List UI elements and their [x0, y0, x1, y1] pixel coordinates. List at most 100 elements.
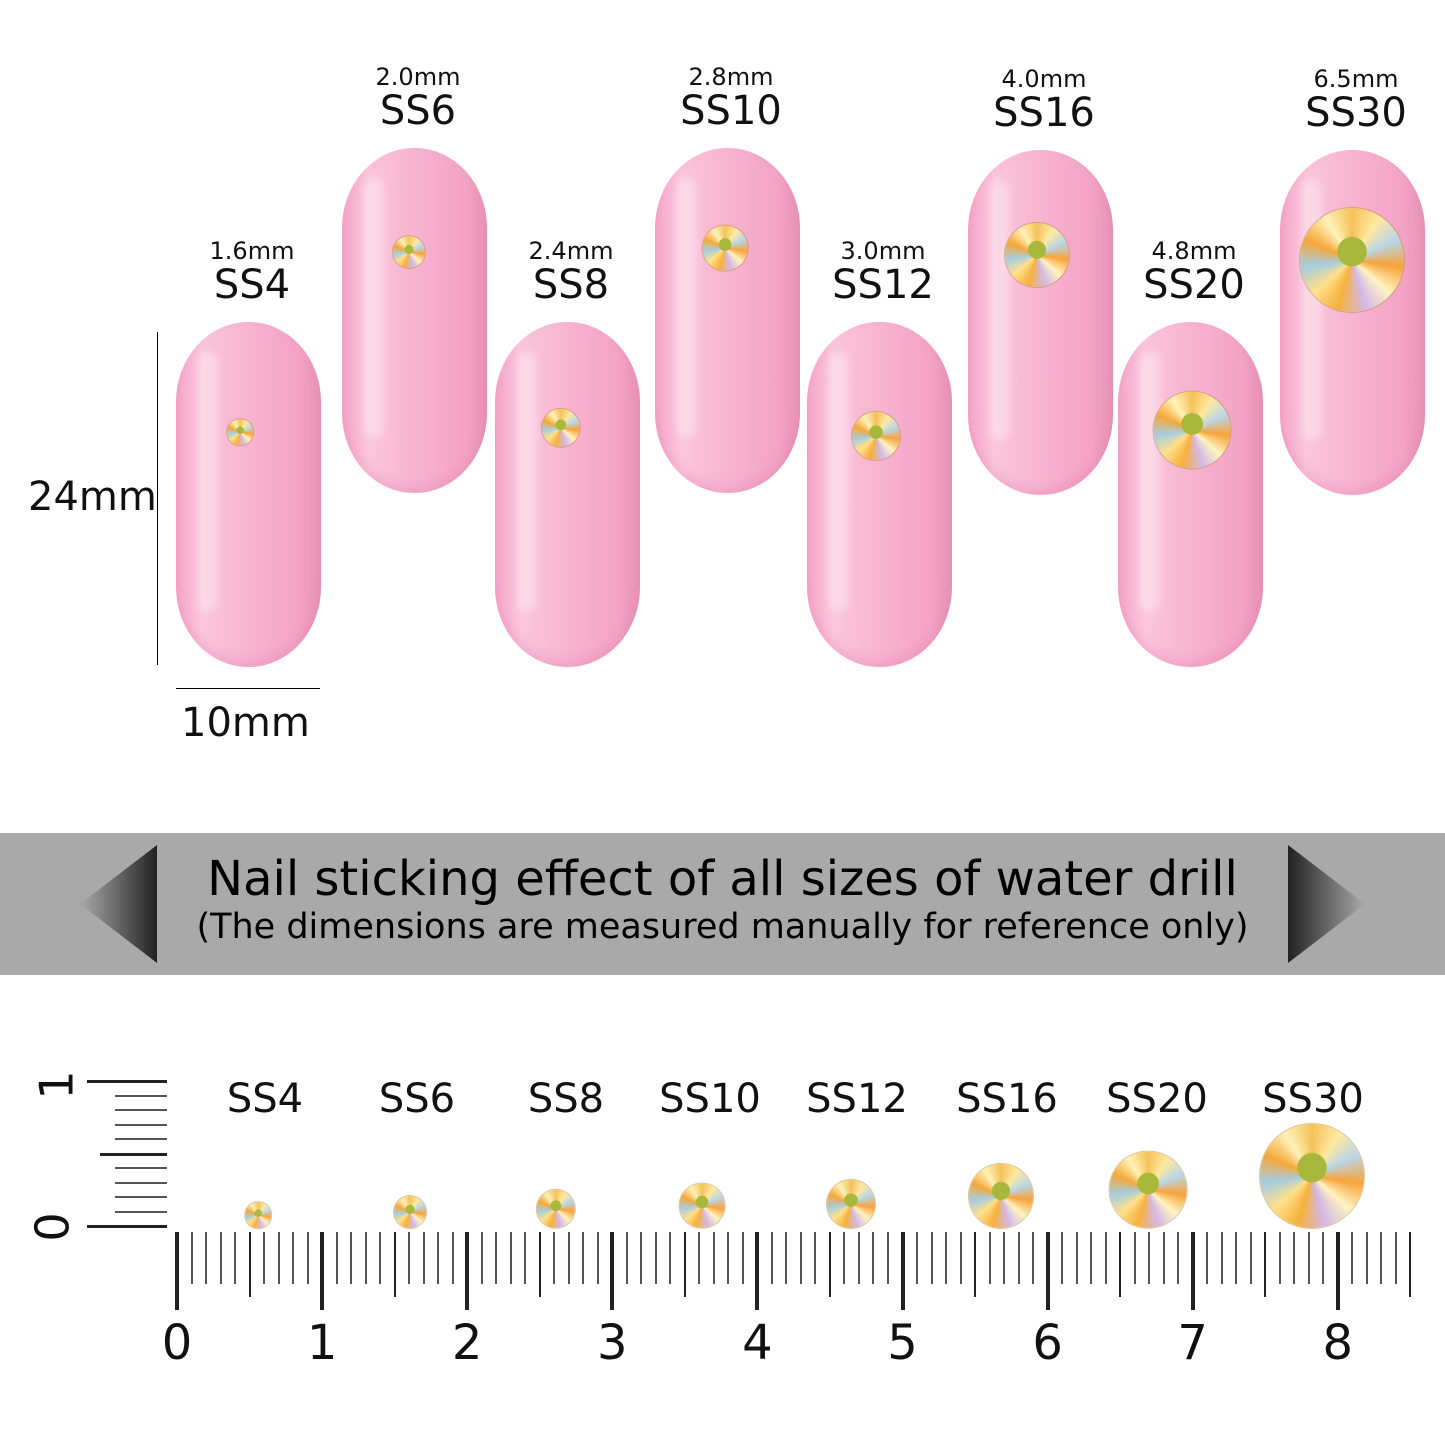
ruler-tick — [974, 1232, 977, 1297]
height-dimension-label: 24mm — [28, 474, 157, 520]
vertical-ruler-tick — [115, 1210, 167, 1213]
ruler-tick — [1003, 1232, 1006, 1284]
ruler-tick — [727, 1232, 730, 1284]
ruler-tick — [538, 1232, 541, 1297]
ruler-number: 7 — [1177, 1315, 1208, 1371]
nail-ss12 — [807, 322, 952, 667]
ruler-tick — [1206, 1232, 1209, 1284]
size-code-label: SS10 — [680, 88, 782, 134]
ruler-tick — [495, 1232, 498, 1284]
ruler-tick — [1075, 1232, 1078, 1284]
ruler-tick — [1119, 1232, 1122, 1297]
vertical-ruler-tick — [100, 1152, 167, 1156]
ruler-tick — [306, 1232, 309, 1284]
rhinestone-icon — [1109, 1151, 1187, 1228]
ruler-size-label: SS6 — [378, 1076, 456, 1122]
ruler-tick — [1235, 1232, 1238, 1284]
ruler-tick — [886, 1232, 889, 1284]
ruler-tick — [582, 1232, 585, 1284]
vertical-ruler-tick — [115, 1138, 167, 1140]
size-mm-label: 2.8mm — [688, 63, 774, 91]
ruler-size-label: SS20 — [1106, 1076, 1208, 1122]
rhinestone-icon — [536, 1189, 576, 1228]
left-arrow-icon — [80, 845, 157, 963]
nail-ss16 — [968, 150, 1113, 495]
ruler-tick — [1032, 1232, 1035, 1284]
ruler-tick — [698, 1232, 701, 1284]
vertical-ruler-number: 0 — [25, 1212, 80, 1242]
rhinestone-icon — [394, 1196, 426, 1228]
ruler-tick — [422, 1232, 425, 1284]
ruler-tick — [669, 1232, 672, 1284]
ruler-tick — [292, 1232, 295, 1284]
ruler-number: 6 — [1032, 1315, 1063, 1371]
ruler-number: 5 — [887, 1315, 918, 1371]
ruler-tick — [320, 1232, 325, 1310]
ruler-tick — [1148, 1232, 1151, 1284]
ruler-tick — [1061, 1232, 1064, 1284]
ruler-tick — [553, 1232, 556, 1284]
rhinestone-icon — [679, 1183, 725, 1228]
ruler-tick — [1394, 1232, 1397, 1284]
ruler-tick — [1380, 1232, 1383, 1284]
nail-ss6 — [342, 148, 487, 493]
ruler-tick — [524, 1232, 527, 1284]
ruler-tick — [1090, 1232, 1093, 1284]
ruler-size-label: SS8 — [527, 1076, 605, 1122]
rhinestone-icon — [1005, 223, 1069, 287]
ruler-tick — [408, 1232, 411, 1284]
ruler-tick — [1017, 1232, 1020, 1284]
width-dimension-label: 10mm — [181, 700, 310, 746]
ruler-tick — [393, 1232, 396, 1297]
size-code-label: SS6 — [379, 88, 457, 134]
ruler-tick — [1351, 1232, 1354, 1284]
size-mm-label: 6.5mm — [1313, 65, 1399, 93]
nail-ss8 — [495, 322, 640, 667]
size-code-label: SS30 — [1305, 90, 1407, 136]
size-code-label: SS4 — [213, 262, 291, 308]
rhinestone-icon — [1153, 391, 1231, 469]
ruler-size-label: SS30 — [1262, 1076, 1364, 1122]
size-mm-label: 2.4mm — [528, 237, 614, 265]
size-mm-label: 2.0mm — [375, 63, 461, 91]
ruler-tick — [1177, 1232, 1180, 1284]
rhinestone-icon — [1300, 208, 1404, 312]
ruler-number: 3 — [597, 1315, 628, 1371]
ruler-number: 1 — [306, 1315, 338, 1371]
ruler-tick — [234, 1232, 237, 1284]
ruler-tick — [567, 1232, 570, 1284]
vertical-ruler-tick — [115, 1196, 167, 1198]
ruler-tick — [1264, 1232, 1267, 1297]
size-mm-label: 3.0mm — [840, 237, 926, 265]
rhinestone-icon — [393, 236, 425, 268]
ruler-tick — [190, 1232, 193, 1284]
ruler-tick — [205, 1232, 208, 1284]
ruler-tick — [1335, 1232, 1340, 1310]
ruler-tick — [451, 1232, 454, 1284]
height-dimension-line — [157, 332, 158, 665]
ruler-tick — [364, 1232, 367, 1284]
vertical-ruler-tick — [87, 1225, 167, 1228]
rhinestone-icon — [541, 408, 581, 448]
ruler-tick — [799, 1232, 802, 1284]
ruler-number: 0 — [161, 1315, 193, 1371]
ruler-size-label: SS4 — [226, 1076, 304, 1122]
ruler-size-label: SS12 — [806, 1076, 908, 1122]
banner-title: Nail sticking effect of all sizes of wat… — [207, 851, 1238, 907]
ruler-tick — [755, 1232, 760, 1310]
size-mm-label: 4.0mm — [1001, 65, 1087, 93]
ruler-tick — [712, 1232, 715, 1284]
size-code-label: SS12 — [832, 262, 934, 308]
vertical-ruler-tick — [115, 1181, 167, 1184]
rhinestone-icon — [702, 225, 748, 271]
ruler-tick — [770, 1232, 773, 1284]
size-mm-label: 1.6mm — [209, 237, 295, 265]
rhinestone-icon — [852, 412, 900, 460]
ruler-tick — [988, 1232, 991, 1284]
vertical-ruler-tick — [115, 1167, 167, 1169]
vertical-ruler-tick — [115, 1094, 167, 1097]
vertical-ruler-number: 1 — [29, 1070, 84, 1100]
size-code-label: SS20 — [1143, 262, 1245, 308]
ruler-tick — [480, 1232, 483, 1284]
ruler-size-label: SS16 — [956, 1076, 1058, 1122]
